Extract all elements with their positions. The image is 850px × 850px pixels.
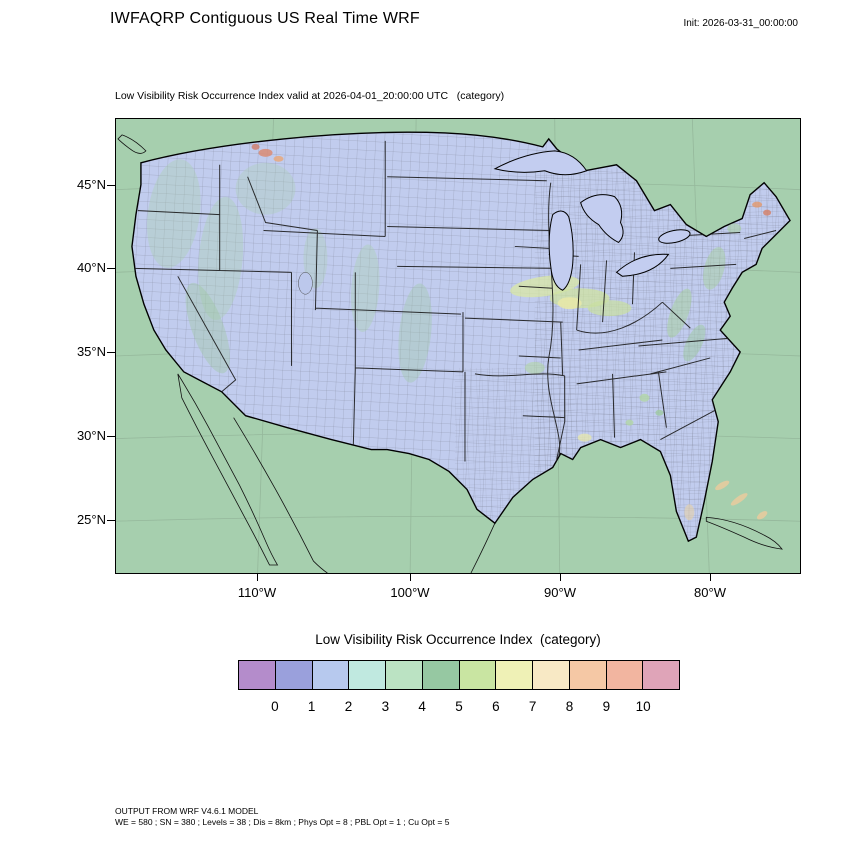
y-tick-mark	[107, 352, 115, 354]
lake-erie	[615, 253, 670, 277]
legend-color-cell	[238, 660, 276, 690]
legend-category-label: 0	[271, 699, 279, 714]
legend-category-label: 9	[602, 699, 611, 714]
legend-category-label: 7	[528, 699, 537, 714]
legend-category-label: 6	[492, 699, 500, 714]
lake-superior	[493, 150, 588, 176]
great-lakes	[493, 150, 691, 291]
y-tick-label: 35°N	[76, 344, 106, 359]
legend-category-label: 10	[635, 699, 651, 714]
lake-ontario	[658, 229, 691, 244]
vancouver-island-outline	[117, 134, 147, 154]
legend-color-cell	[568, 660, 607, 690]
y-tick-mark	[107, 520, 115, 522]
legend-title: Low Visibility Risk Occurrence Index (ca…	[315, 632, 601, 647]
y-tick-mark	[107, 185, 115, 187]
mexico-coast-line	[233, 417, 328, 573]
x-tick-mark	[257, 573, 259, 581]
legend-category-label: 3	[381, 699, 390, 714]
border-hotspots	[251, 143, 768, 520]
great-salt-lake	[298, 272, 313, 295]
y-tick-label: 45°N	[76, 177, 106, 192]
map-subtitle: Low Visibility Risk Occurrence Index val…	[115, 90, 505, 102]
legend-color-cell	[348, 660, 386, 690]
x-tick-label: 90°W	[544, 585, 576, 600]
legend-color-cell	[385, 660, 423, 690]
us-map-svg	[116, 119, 800, 573]
y-tick-label: 25°N	[76, 512, 106, 527]
x-tick-label: 100°W	[390, 585, 430, 600]
legend-category-label: 4	[418, 699, 426, 714]
legend-colorbar	[238, 660, 680, 690]
legend-color-cell	[274, 660, 313, 690]
legend-category-label: 8	[565, 699, 574, 714]
init-timestamp: Init: 2026-03-31_00:00:00	[683, 18, 798, 29]
x-tick-mark	[560, 573, 562, 581]
legend-color-cell	[311, 660, 350, 690]
legend-color-cell	[532, 660, 570, 690]
map-frame	[115, 118, 801, 574]
y-tick-label: 40°N	[76, 260, 106, 275]
x-tick-label: 80°W	[694, 585, 726, 600]
bahamas-islands	[715, 480, 730, 491]
y-tick-label: 30°N	[76, 428, 106, 443]
footer-config-line: WE = 580 ; SN = 380 ; Levels = 38 ; Dis …	[115, 817, 450, 827]
legend-color-cell	[458, 660, 497, 690]
y-tick-mark	[107, 268, 115, 270]
x-tick-mark	[710, 573, 712, 581]
x-tick-label: 110°W	[237, 585, 277, 600]
legend-category-label: 2	[344, 699, 353, 714]
legend-category-label: 1	[307, 699, 316, 714]
legend-color-cell	[605, 660, 644, 690]
page-title: IWFAQRP Contiguous US Real Time WRF	[110, 10, 420, 27]
mexico-gulf-coast-line	[470, 523, 496, 573]
y-tick-mark	[107, 436, 115, 438]
x-tick-mark	[410, 573, 412, 581]
neighboring-coastlines	[117, 134, 783, 573]
footer-model-line: OUTPUT FROM WRF V4.6.1 MODEL	[115, 806, 259, 816]
legend-color-cell	[421, 660, 460, 690]
cuba-outline	[705, 516, 783, 550]
lake-michigan	[548, 210, 574, 291]
legend-color-cell	[495, 660, 533, 690]
legend-category-label: 5	[455, 699, 463, 714]
baja-peninsula-outline	[177, 373, 279, 566]
lake-huron	[580, 194, 624, 244]
legend-color-cell	[642, 660, 680, 690]
